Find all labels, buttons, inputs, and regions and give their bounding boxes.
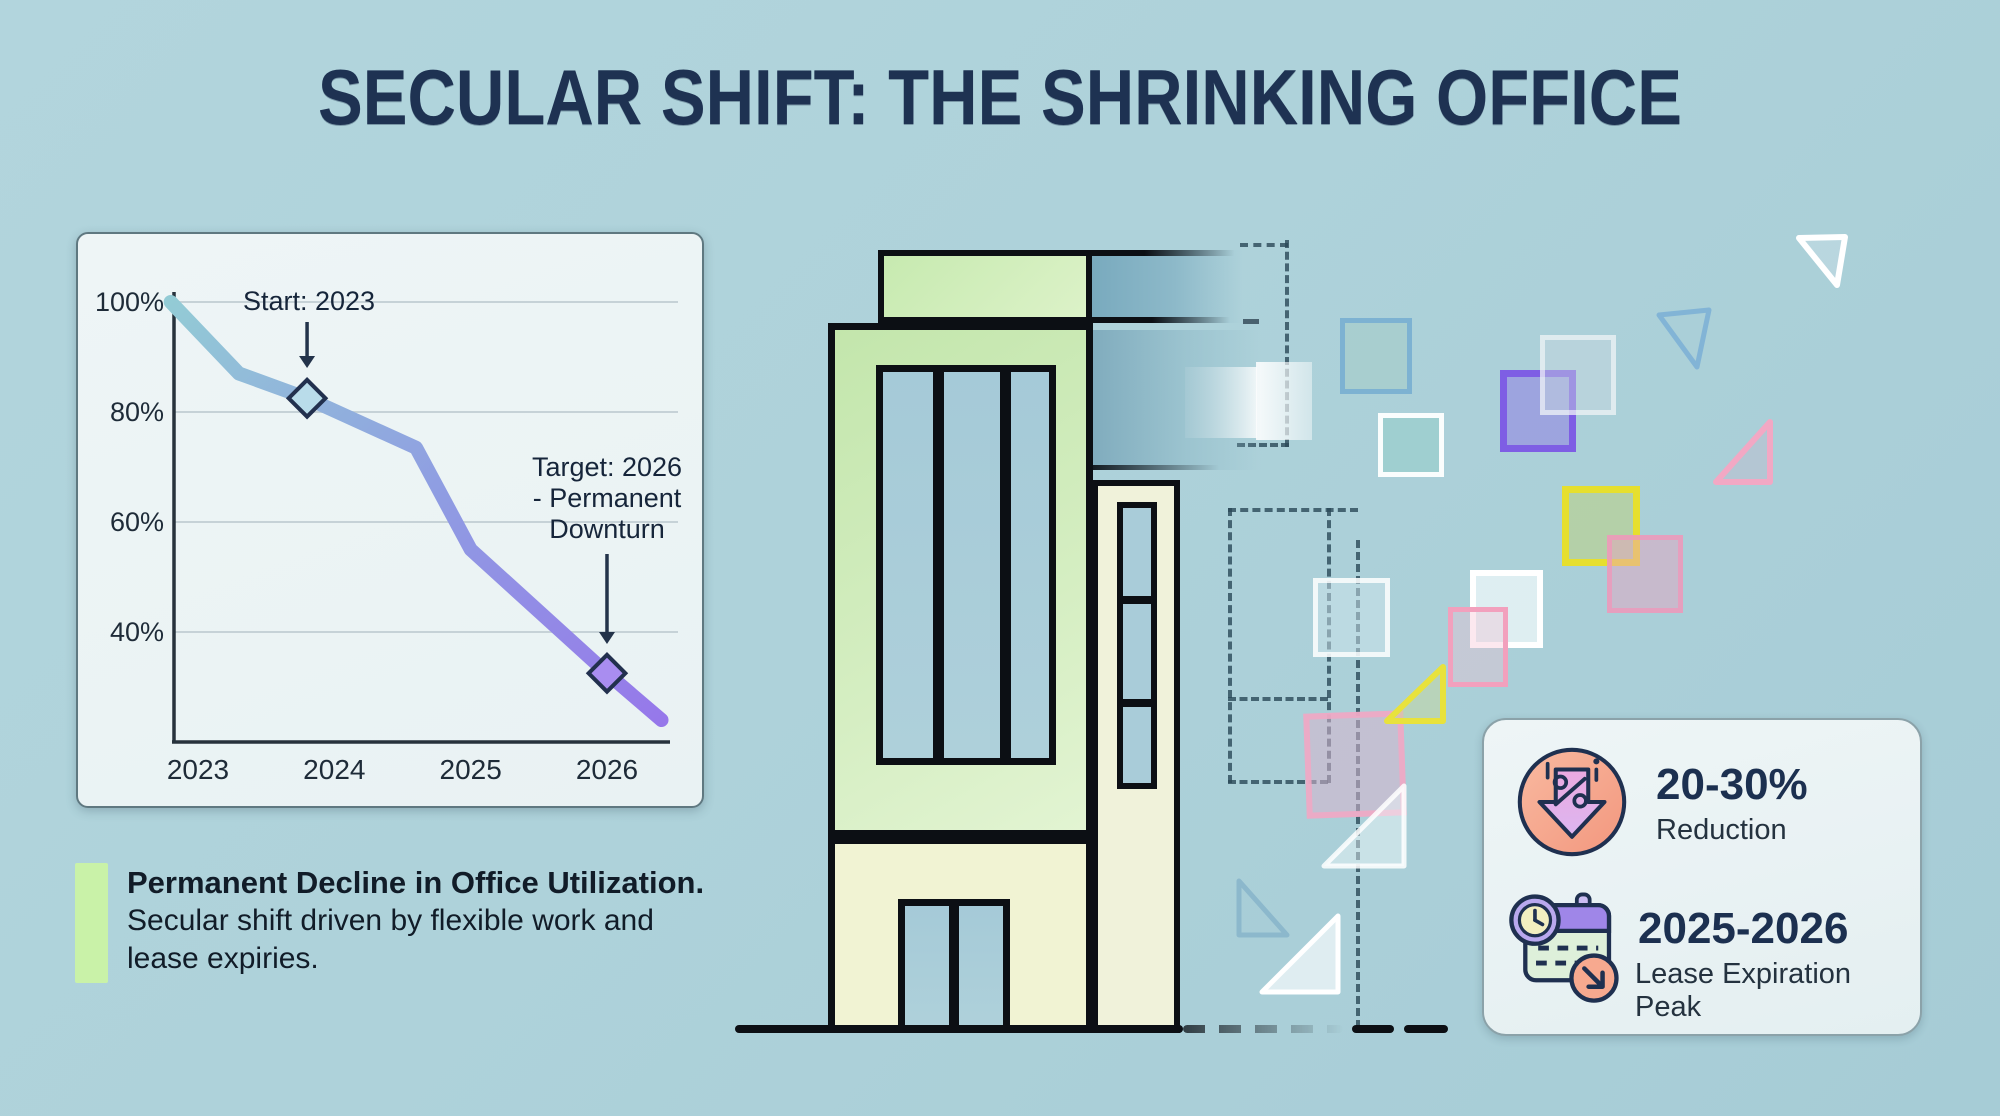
stat-label-lease: Lease Expiration Peak: [1635, 958, 1852, 1023]
dissolving-square: [1256, 362, 1312, 440]
dissolving-square: [1378, 413, 1444, 477]
dissolving-triangle-icon: [1656, 307, 1712, 370]
dissolve-dashed-line: [1240, 243, 1288, 247]
ground-dash: [1404, 1025, 1448, 1033]
dissolve-dashed-line: [1228, 508, 1232, 783]
building-door: [898, 899, 1010, 1033]
stats-card: 20-30% Reduction 2025-2026 Lease Expirat…: [1482, 718, 1922, 1036]
dissolving-triangle-icon: [1713, 419, 1773, 485]
stat-value-lease: 2025-2026: [1638, 904, 1849, 953]
callout-text: Permanent Decline in Office Utilization.…: [127, 864, 704, 978]
callout-line2: Secular shift driven by flexible work an…: [127, 904, 654, 937]
dissolving-triangle-icon: [1321, 783, 1407, 869]
dissolving-triangle-icon: [1259, 913, 1341, 995]
ground-line: [735, 1025, 1183, 1033]
dissolve-dashed-line: [1228, 697, 1328, 701]
dissolving-square: [1340, 318, 1412, 394]
y-tick-label: 40%: [109, 617, 164, 647]
line-chart: [163, 292, 678, 744]
dissolving-triangle-icon: [1236, 878, 1290, 938]
ground-dash: [1352, 1025, 1394, 1033]
callout-heading: Permanent Decline in Office Utilization.: [127, 865, 705, 900]
y-tick-label: 100%: [94, 287, 164, 317]
building-right-tower-window: [1117, 502, 1157, 789]
x-tick-label: 2025: [439, 754, 502, 785]
callout-accent-bar: [75, 863, 108, 983]
dissolve-dashed-line: [1237, 443, 1289, 447]
x-tick-label: 2024: [303, 754, 366, 785]
utilization-chart-card: 100% 80% 60% 40% 2023 2024 2025 2026 Start: 20…: [76, 232, 704, 808]
building-window: [876, 365, 1056, 765]
stat-label-reduction: Reduction: [1656, 814, 1787, 846]
dissolve-dashed-line: [1228, 780, 1328, 784]
dissolving-square: [1607, 535, 1683, 613]
page-title: SECULAR SHIFT: THE SHRINKING OFFICE: [318, 53, 1682, 141]
annotation-start: Start: 2023: [242, 286, 376, 316]
dissolving-square: [1562, 486, 1640, 566]
dissolving-square: [1313, 578, 1390, 657]
callout-line3: lease expiries.: [127, 942, 319, 975]
building-tower-echo: [1093, 330, 1261, 470]
annotation-target-line2: - Permanent: [532, 483, 682, 513]
calendar-lease-expiry-icon: [1509, 892, 1619, 1003]
y-tick-label: 80%: [109, 397, 164, 427]
y-tick-label: 60%: [109, 507, 164, 537]
percent-down-circle-icon: [1517, 747, 1627, 857]
x-tick-label: 2026: [575, 754, 639, 785]
dissolve-dashed-line: [1285, 240, 1289, 447]
dissolving-square: [1540, 335, 1616, 415]
dissolving-triangle-icon: [1796, 234, 1848, 288]
dissolve-dash: [1243, 319, 1259, 324]
stat-value-reduction: 20-30%: [1656, 760, 1808, 809]
building-roof-echo: [1092, 250, 1242, 323]
x-tick-label: 2023: [166, 754, 230, 785]
building-roof: [878, 250, 1092, 323]
dissolve-dashed-line: [1228, 508, 1358, 512]
dissolving-square: [1448, 607, 1508, 687]
ground-line-fade: [1183, 1025, 1343, 1033]
annotation-target-line3: Downturn: [549, 514, 665, 544]
dissolving-triangle-icon: [1384, 664, 1446, 724]
annotation-target-line1: Target: 2026: [531, 452, 683, 482]
